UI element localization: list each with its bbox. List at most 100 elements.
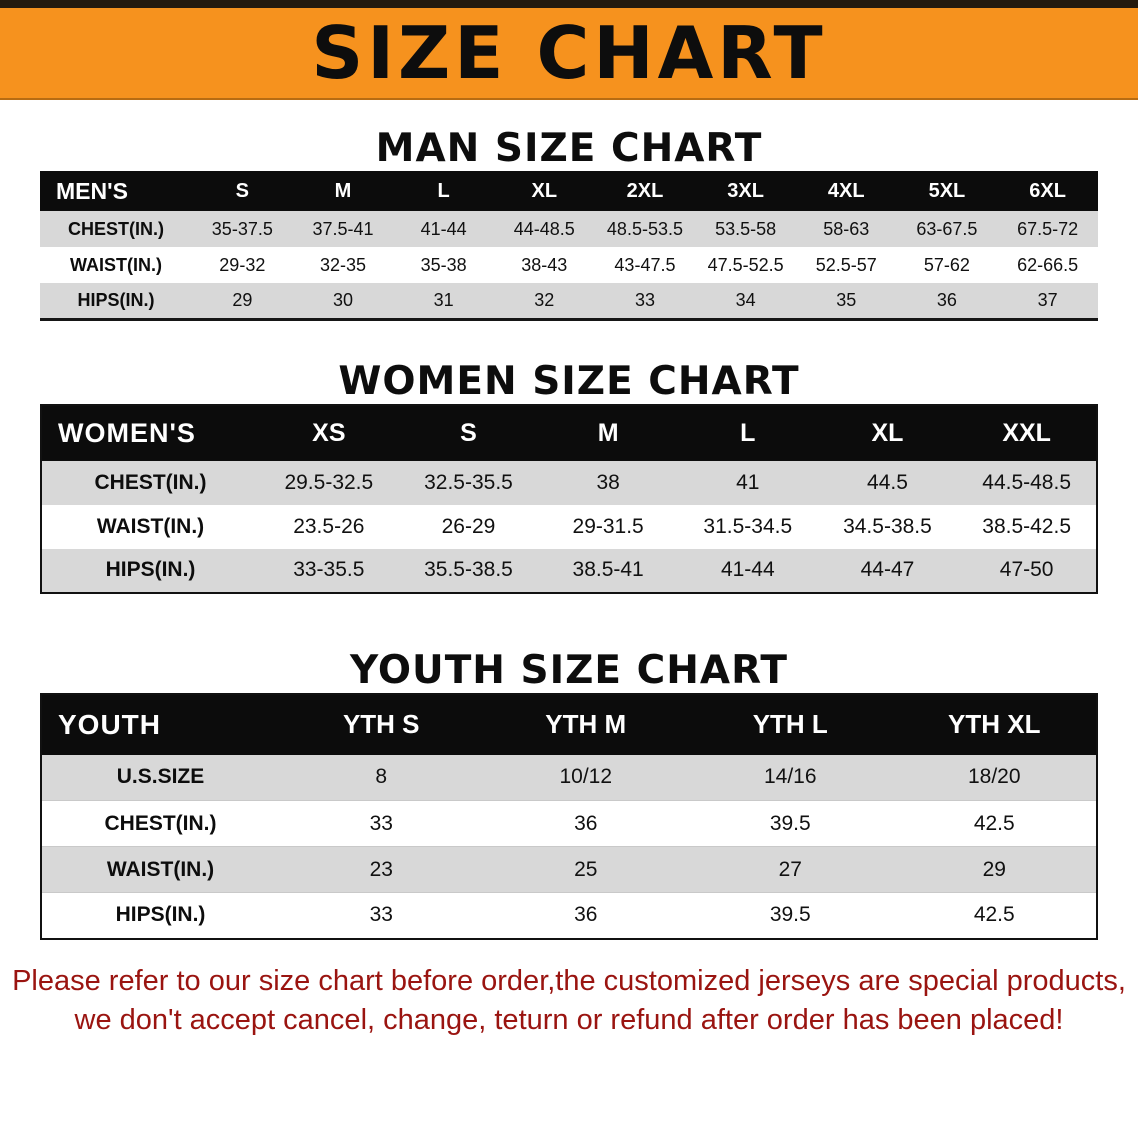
- row-label-cell: WAIST(IN.): [106, 857, 215, 881]
- size-column-header: YTH M: [483, 693, 688, 755]
- size-value-cell: 33: [369, 903, 393, 927]
- table-header-row: MEN'S S M L XL 2XL 3XL 4XL 5XL 6XL: [40, 171, 1098, 211]
- size-value-cell: 36: [574, 811, 598, 835]
- size-column-header: 3XL: [695, 171, 796, 211]
- size-value-cell: 35.5-38.5: [424, 558, 513, 581]
- size-value-cell: 58-63: [823, 218, 870, 239]
- notice-line-1: Please refer to our size chart before or…: [12, 964, 1126, 997]
- size-column-header: S: [398, 404, 539, 461]
- size-value-cell: 57-62: [923, 254, 970, 275]
- size-value-cell: 43-47.5: [614, 254, 676, 275]
- size-value-cell: 67.5-72: [1017, 218, 1079, 239]
- size-column-header: YTH XL: [892, 693, 1097, 755]
- size-value-cell: 38: [596, 470, 620, 494]
- size-column-header: S: [192, 171, 293, 211]
- size-column-header: 2XL: [594, 171, 696, 211]
- size-value-cell: 26-29: [441, 514, 496, 538]
- row-label-cell: WAIST(IN.): [70, 254, 162, 275]
- table-row: HIPS(IN.) 33 36 39.5 42.5: [41, 892, 1097, 939]
- size-value-cell: 31: [433, 289, 454, 310]
- footer-notice: Please refer to our size chart before or…: [0, 962, 1138, 1040]
- row-label-cell: WAIST(IN.): [96, 514, 205, 538]
- size-value-cell: 23.5-26: [293, 514, 365, 538]
- size-column-header: YTH L: [688, 693, 893, 755]
- size-value-cell: 48.5-53.5: [606, 218, 683, 239]
- table-row: HIPS(IN.) 29 30 31 32 33 34 35 36 37: [40, 283, 1098, 319]
- size-column-header: XS: [259, 404, 399, 461]
- table-title-cell: MEN'S: [40, 171, 192, 211]
- size-column-header: 5XL: [896, 171, 998, 211]
- size-column-header: 6XL: [997, 171, 1098, 211]
- row-label-cell: CHEST(IN.): [94, 470, 207, 494]
- womens-section: WOMEN SIZE CHART WOMEN'S XS S M L XL XXL CHEST(…: [0, 359, 1138, 594]
- table-row: CHEST(IN.) 35-37.5 37.5-41 41-44 44-48.5 48.5…: [40, 211, 1098, 247]
- size-value-cell: 38.5-42.5: [982, 514, 1072, 538]
- size-value-cell: 35: [836, 289, 857, 310]
- size-value-cell: 35-37.5: [211, 218, 273, 239]
- size-value-cell: 33: [634, 289, 655, 310]
- size-value-cell: 36: [936, 289, 957, 310]
- size-value-cell: 38-43: [521, 254, 568, 275]
- size-column-header: L: [677, 404, 818, 461]
- size-value-cell: 32-35: [319, 254, 366, 275]
- size-value-cell: 36: [574, 903, 598, 927]
- size-value-cell: 29.5-32.5: [284, 470, 374, 494]
- size-value-cell: 27: [778, 857, 802, 881]
- table-title-cell: WOMEN'S: [41, 404, 259, 461]
- size-value-cell: 39.5: [769, 811, 811, 835]
- size-value-cell: 33-35.5: [293, 558, 365, 581]
- size-value-cell: 42.5: [973, 903, 1015, 927]
- table-row: CHEST(IN.) 33 36 39.5 42.5: [41, 800, 1097, 847]
- size-value-cell: 53.5-58: [715, 218, 777, 239]
- size-column-header: 4XL: [795, 171, 897, 211]
- size-value-cell: 32.5-35.5: [424, 470, 513, 494]
- size-value-cell: 42.5: [973, 811, 1015, 835]
- size-value-cell: 10/12: [559, 765, 613, 789]
- size-value-cell: 30: [332, 289, 353, 310]
- banner: SIZE CHART: [0, 0, 1138, 100]
- size-value-cell: 32: [534, 289, 555, 310]
- size-value-cell: 39.5: [769, 903, 811, 927]
- size-column-header: YTH S: [279, 693, 484, 755]
- size-column-header: XXL: [957, 404, 1097, 461]
- size-chart-page: SIZE CHART MAN SIZE CHART MEN'S S M L XL 2XL 3…: [0, 0, 1138, 1040]
- size-value-cell: 29: [232, 289, 253, 310]
- size-column-header: M: [538, 404, 678, 461]
- notice-line-2: we don't accept cancel, change, teturn o…: [74, 1003, 1064, 1036]
- row-label-cell: CHEST(IN.): [68, 218, 164, 239]
- size-value-cell: 47.5-52.5: [707, 254, 784, 275]
- size-value-cell: 33: [369, 811, 393, 835]
- size-column-header: XL: [817, 404, 958, 461]
- row-label-cell: HIPS(IN.): [105, 558, 196, 581]
- row-label-cell: HIPS(IN.): [115, 903, 206, 927]
- size-value-cell: 29: [982, 857, 1006, 881]
- size-value-cell: 44.5-48.5: [982, 470, 1072, 494]
- size-value-cell: 14/16: [763, 765, 817, 789]
- size-column-header: M: [292, 171, 394, 211]
- size-value-cell: 34.5-38.5: [843, 514, 932, 538]
- mens-section-heading: MAN SIZE CHART: [375, 126, 763, 171]
- youth-size-table: YOUTH YTH S YTH M YTH L YTH XL U.S.SIZE 8 10/12…: [40, 692, 1098, 940]
- size-value-cell: 23: [369, 857, 393, 881]
- row-label-cell: HIPS(IN.): [77, 289, 155, 310]
- table-row: WAIST(IN.) 23 25 27 29: [41, 846, 1097, 893]
- size-value-cell: 29-32: [219, 254, 266, 275]
- size-value-cell: 37: [1037, 289, 1058, 310]
- size-column-header: L: [393, 171, 494, 211]
- table-row: WAIST(IN.) 29-32 32-35 35-38 38-43 43-47.5 47.…: [40, 247, 1098, 283]
- row-label-cell: U.S.SIZE: [116, 765, 205, 789]
- size-value-cell: 44-47: [860, 558, 915, 581]
- row-label-cell: CHEST(IN.): [104, 811, 217, 835]
- youth-section-heading: YOUTH SIZE CHART: [350, 647, 788, 693]
- size-value-cell: 47-50: [999, 558, 1054, 581]
- table-row: HIPS(IN.) 33-35.5 35.5-38.5 38.5-41 41-44 44-…: [41, 548, 1097, 593]
- size-value-cell: 41-44: [720, 558, 775, 581]
- table-header-row: WOMEN'S XS S M L XL XXL: [41, 404, 1097, 461]
- size-value-cell: 63-67.5: [916, 218, 978, 239]
- size-value-cell: 52.5-57: [815, 254, 877, 275]
- size-value-cell: 8: [375, 765, 388, 789]
- table-row: CHEST(IN.) 29.5-32.5 32.5-35.5 38 41 44.5 44.5…: [41, 460, 1097, 505]
- mens-section: MAN SIZE CHART MEN'S S M L XL 2XL 3XL 4XL 5XL 6XL…: [0, 126, 1138, 321]
- mens-size-table: MEN'S S M L XL 2XL 3XL 4XL 5XL 6XL CHEST(IN.) 35-37…: [40, 171, 1098, 321]
- size-value-cell: 29-31.5: [572, 514, 644, 538]
